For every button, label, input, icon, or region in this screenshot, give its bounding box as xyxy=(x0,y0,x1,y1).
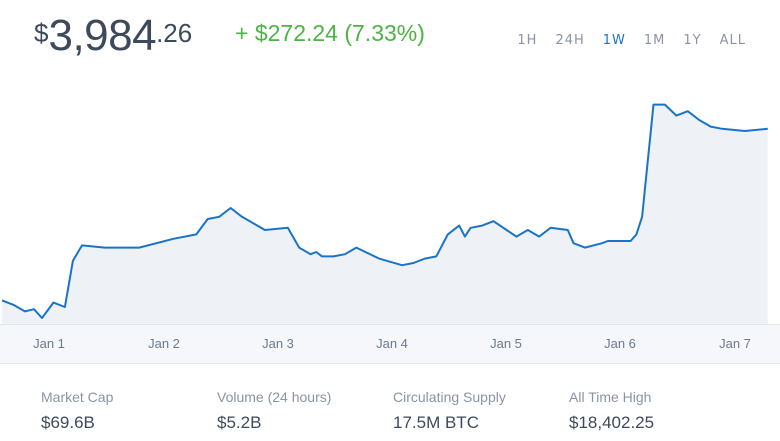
stat-market-cap: Market Cap $69.6B xyxy=(41,389,113,433)
x-axis: Jan 1 Jan 2 Jan 3 Jan 4 Jan 5 Jan 6 Jan … xyxy=(0,324,780,364)
stat-label: All Time High xyxy=(569,389,652,405)
range-1m-button[interactable]: 1M xyxy=(643,33,666,48)
current-price: $3,984.26 xyxy=(34,14,192,58)
price-area-fill xyxy=(2,104,768,324)
x-tick-label: Jan 7 xyxy=(719,336,751,351)
price-cents: .26 xyxy=(156,18,193,48)
stat-label: Volume (24 hours) xyxy=(217,389,332,405)
market-stats: Market Cap $69.6B Volume (24 hours) $5.2… xyxy=(0,363,780,441)
x-tick-label: Jan 6 xyxy=(604,336,636,351)
currency-symbol: $ xyxy=(34,18,49,48)
stat-value: $5.2B xyxy=(217,413,262,432)
price-chart-svg xyxy=(1,103,768,324)
x-tick-label: Jan 3 xyxy=(262,336,294,351)
stat-circulating-supply: Circulating Supply 17.5M BTC xyxy=(393,389,506,433)
stat-value: 17.5M BTC xyxy=(393,413,479,432)
x-tick-label: Jan 2 xyxy=(148,336,180,351)
price-change: + $272.24 (7.33%) xyxy=(235,20,425,46)
price-whole: 3,984 xyxy=(48,11,157,60)
x-tick-label: Jan 4 xyxy=(376,336,408,351)
stat-label: Circulating Supply xyxy=(393,389,506,405)
price-line xyxy=(1,103,768,319)
time-range-selector: 1H 24H 1W 1M 1Y ALL xyxy=(499,33,746,48)
x-tick-label: Jan 5 xyxy=(490,336,522,351)
stat-value: $18,402.25 xyxy=(569,413,655,432)
stat-volume: Volume (24 hours) $5.2B xyxy=(217,389,331,433)
range-1h-button[interactable]: 1H xyxy=(517,33,538,48)
stat-all-time-high: All Time High $18,402.25 xyxy=(569,389,654,433)
range-24h-button[interactable]: 24H xyxy=(555,33,585,48)
range-1w-button[interactable]: 1W xyxy=(602,33,626,48)
price-header: $3,984.26 + $272.24 (7.33%) 1H 24H 1W 1M… xyxy=(0,0,780,80)
range-1y-button[interactable]: 1Y xyxy=(683,33,702,48)
stat-value: $69.6B xyxy=(41,413,95,432)
stat-label: Market Cap xyxy=(41,389,114,405)
price-chart[interactable] xyxy=(0,80,780,324)
x-tick-label: Jan 1 xyxy=(33,336,65,351)
range-all-button[interactable]: ALL xyxy=(719,33,746,48)
